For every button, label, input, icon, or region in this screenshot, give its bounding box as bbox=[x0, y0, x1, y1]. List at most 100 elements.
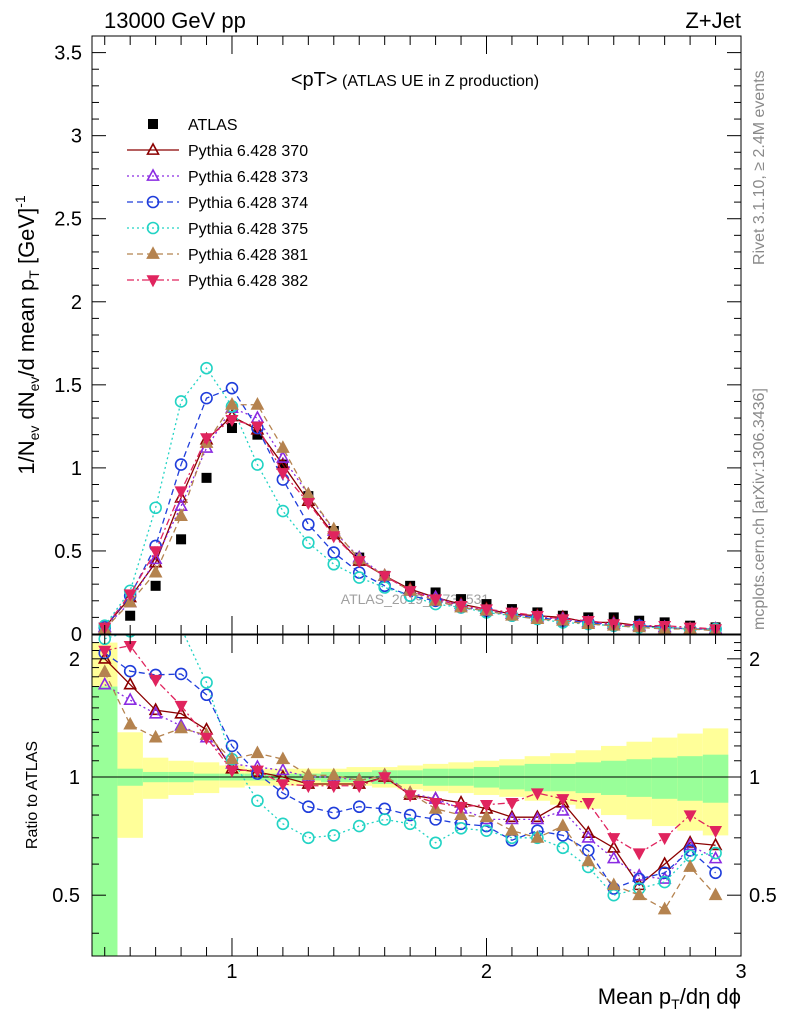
ratio-point-pythia-6-428-375 bbox=[480, 824, 493, 837]
ratio-y-tick-label: 2 bbox=[69, 649, 80, 671]
ratio-point-pythia-6-428-370 bbox=[530, 809, 545, 823]
ratio-point-pythia-6-428-382 bbox=[174, 700, 188, 713]
stat-uncertainty-band bbox=[651, 757, 678, 799]
data-point-pythia-6-428-382 bbox=[581, 615, 595, 629]
ratio-point-pythia-6-428-370 bbox=[708, 837, 723, 851]
ratio-point-pythia-6-428-381 bbox=[276, 751, 290, 765]
ratio-point-pythia-6-428-382 bbox=[403, 790, 417, 803]
data-point-pythia-6-428-381 bbox=[174, 508, 188, 521]
ratio-point-pythia-6-428-374 bbox=[352, 800, 366, 814]
legend-item-pythia-6-428-375: Pythia 6.428 375 bbox=[127, 221, 308, 238]
legend-item-pythia-6-428-382: Pythia 6.428 382 bbox=[127, 273, 308, 290]
ratio-point-pythia-6-428-370 bbox=[581, 825, 596, 838]
legend-label: ATLAS bbox=[188, 117, 238, 134]
data-point-atlas bbox=[125, 610, 136, 621]
data-point-pythia-6-428-374 bbox=[225, 381, 239, 395]
energy-label: 13000 GeV pp bbox=[104, 8, 246, 33]
ratio-line-pythia-6-428-374 bbox=[104, 652, 716, 890]
ratio-point-pythia-6-428-381 bbox=[606, 877, 621, 891]
ratio-point-pythia-6-428-370 bbox=[505, 809, 519, 823]
stat-uncertainty-band bbox=[677, 756, 703, 801]
rivet-label: Rivet 3.1.10, ≥ 2.4M events bbox=[751, 70, 768, 265]
ratio-point-pythia-6-428-381 bbox=[632, 887, 647, 901]
ratio-point-pythia-6-428-375 bbox=[352, 819, 366, 833]
ratio-point-pythia-6-428-375 bbox=[556, 841, 570, 855]
ratio-point-pythia-6-428-382 bbox=[352, 781, 366, 794]
ratio-point-pythia-6-428-375 bbox=[607, 888, 621, 902]
ratio-point-pythia-6-428-382 bbox=[632, 848, 646, 861]
stat-uncertainty-band bbox=[92, 686, 118, 956]
data-point-pythia-6-428-375 bbox=[174, 395, 188, 408]
data-point-pythia-6-428-382 bbox=[530, 611, 544, 624]
plot-title-sub: (ATLAS UE in Z production) bbox=[338, 73, 540, 90]
data-point-pythia-6-428-382 bbox=[250, 421, 264, 434]
legend-label: Pythia 6.428 382 bbox=[188, 273, 308, 290]
ratio-point-pythia-6-428-374 bbox=[429, 813, 442, 826]
data-point-pythia-6-428-382 bbox=[429, 594, 443, 607]
ratio-point-pythia-6-428-382 bbox=[225, 765, 239, 778]
data-point-atlas bbox=[226, 423, 237, 434]
legend-marker-pythia-6-428-373 bbox=[146, 168, 160, 181]
ratio-y-tick-label-right: 1 bbox=[749, 767, 760, 789]
y-axis-label-bottom: Ratio to ATLAS bbox=[24, 741, 41, 849]
ratio-point-pythia-6-428-381 bbox=[479, 809, 494, 823]
ratio-point-pythia-6-428-381 bbox=[530, 830, 545, 843]
distribution-panel: ATLAS_2019_I1736531 00.511.522.533.5 <pT… bbox=[12, 35, 742, 646]
data-point-pythia-6-428-373 bbox=[250, 410, 265, 423]
legend-marker-atlas bbox=[148, 119, 158, 129]
ratio-line-pythia-6-428-373 bbox=[104, 683, 716, 880]
data-point-atlas bbox=[201, 472, 212, 483]
legend-marker-pythia-6-428-374 bbox=[146, 195, 160, 209]
stat-uncertainty-band bbox=[626, 759, 652, 797]
ratio-point-pythia-6-428-370 bbox=[174, 705, 188, 719]
data-point-pythia-6-428-382 bbox=[174, 486, 188, 499]
plot-title: <pT> (ATLAS UE in Z production) bbox=[291, 69, 539, 91]
stat-uncertainty-band bbox=[601, 760, 627, 795]
ratio-point-pythia-6-428-382 bbox=[556, 794, 570, 807]
legend-label: Pythia 6.428 370 bbox=[188, 143, 308, 160]
ratio-point-pythia-6-428-382 bbox=[327, 781, 341, 794]
data-point-pythia-6-428-382 bbox=[301, 498, 315, 511]
ratio-point-pythia-6-428-374 bbox=[683, 844, 697, 857]
ratio-point-pythia-6-428-382 bbox=[530, 788, 544, 801]
data-point-pythia-6-428-381 bbox=[276, 440, 290, 453]
stat-uncertainty-band bbox=[575, 762, 602, 794]
data-point-pythia-6-428-381 bbox=[225, 397, 239, 410]
ratio-y-tick-label-right: 0.5 bbox=[749, 885, 777, 907]
ratio-point-pythia-6-428-375 bbox=[251, 794, 264, 808]
ratio-point-pythia-6-428-381 bbox=[556, 818, 570, 831]
ratio-point-pythia-6-428-374 bbox=[123, 664, 137, 678]
legend-item-pythia-6-428-370: Pythia 6.428 370 bbox=[127, 142, 308, 160]
ratio-point-pythia-6-428-382 bbox=[276, 779, 290, 792]
data-point-pythia-6-428-374 bbox=[200, 391, 213, 405]
ratio-point-pythia-6-428-374 bbox=[632, 872, 646, 886]
ratio-point-pythia-6-428-382 bbox=[683, 810, 697, 823]
ratio-point-pythia-6-428-382 bbox=[301, 781, 315, 794]
ratio-point-pythia-6-428-381 bbox=[326, 767, 341, 781]
ratio-point-pythia-6-428-370 bbox=[556, 794, 570, 808]
ratio-point-pythia-6-428-382 bbox=[149, 674, 163, 687]
data-point-pythia-6-428-374 bbox=[174, 458, 188, 471]
data-point-pythia-6-428-382 bbox=[225, 414, 239, 428]
ratio-point-pythia-6-428-381 bbox=[708, 887, 723, 901]
ratio-point-pythia-6-428-381 bbox=[505, 822, 519, 836]
x-axis-label: Mean pT/dη dϕ bbox=[598, 984, 741, 1012]
legend-label: Pythia 6.428 373 bbox=[188, 169, 308, 186]
data-point-pythia-6-428-375 bbox=[276, 504, 290, 518]
ratio-point-pythia-6-428-381 bbox=[123, 716, 138, 730]
stat-uncertainty-band bbox=[702, 754, 729, 803]
x-tick-label: 1 bbox=[226, 961, 237, 983]
legend-label: Pythia 6.428 375 bbox=[188, 221, 308, 238]
data-point-pythia-6-428-382 bbox=[505, 607, 519, 620]
y-tick-label: 3 bbox=[71, 126, 82, 148]
legend-marker-pythia-6-428-381 bbox=[146, 246, 160, 259]
ratio-point-pythia-6-428-382 bbox=[98, 645, 112, 658]
y-tick-label: 3.5 bbox=[54, 43, 82, 65]
ratio-point-pythia-6-428-382 bbox=[378, 772, 392, 785]
ratio-line-pythia-6-428-375 bbox=[104, 635, 716, 896]
y-tick-label: 0.5 bbox=[54, 541, 82, 563]
ratio-point-pythia-6-428-375 bbox=[709, 846, 722, 860]
y-tick-label: 0 bbox=[71, 624, 82, 646]
ratio-point-pythia-6-428-375 bbox=[454, 822, 468, 835]
ratio-point-pythia-6-428-373 bbox=[581, 830, 596, 843]
